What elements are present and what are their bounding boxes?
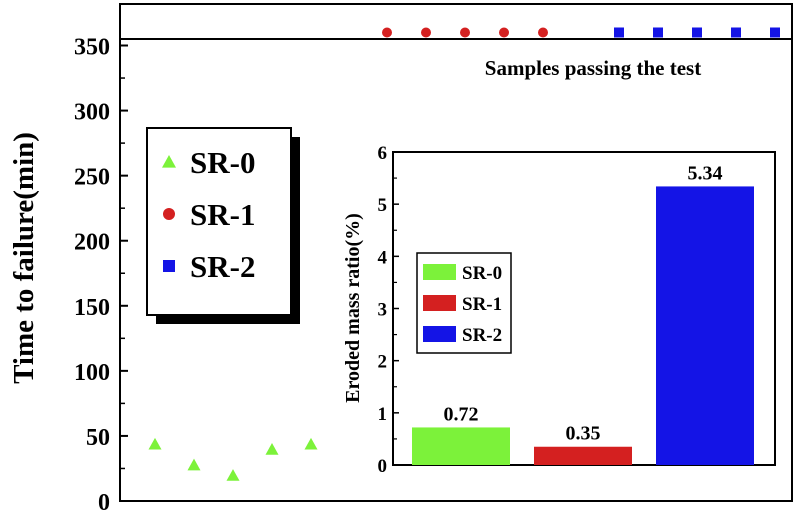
data-point-sr-0 xyxy=(187,458,201,471)
inset-legend-swatch-sr-1 xyxy=(423,295,456,311)
inset-legend-swatch-sr-0 xyxy=(423,264,456,280)
main-data-points xyxy=(148,27,780,481)
inset-legend-label-sr-2: SR-2 xyxy=(462,325,502,346)
inset-y-tick-label: 5 xyxy=(378,195,388,216)
inset-y-tick-label: 4 xyxy=(378,247,388,268)
inset-legend-label-sr-0: SR-0 xyxy=(462,263,502,284)
bar-sr-0 xyxy=(412,427,510,465)
inset-bars: 0.72 0.35 5.34 xyxy=(412,162,754,465)
inset-y-tick-label: 3 xyxy=(378,300,388,321)
legend-label-sr-2: SR-2 xyxy=(190,249,255,284)
data-point-sr-1 xyxy=(538,27,548,38)
legend-marker-sr-0 xyxy=(162,155,176,168)
main-y-tick-label: 350 xyxy=(74,35,110,61)
main-legend: SR-0 SR-1 SR-2 xyxy=(146,127,300,324)
main-y-tick-label: 50 xyxy=(86,425,110,451)
main-y-tick-label: 100 xyxy=(74,360,110,386)
data-point-sr-1 xyxy=(382,27,392,38)
data-point-sr-1 xyxy=(421,27,431,38)
inset-y-tick-label: 2 xyxy=(378,352,388,373)
data-point-sr-1 xyxy=(499,27,509,38)
data-point-sr-2 xyxy=(731,27,741,38)
main-y-axis-label: Time to failure(min) xyxy=(8,132,40,384)
data-point-sr-2 xyxy=(614,27,624,38)
threshold-label: Samples passing the test xyxy=(485,56,701,80)
data-point-sr-2 xyxy=(653,27,663,38)
inset-legend: SR-0 SR-1 SR-2 xyxy=(416,252,512,354)
main-y-tick-label: 250 xyxy=(74,165,110,191)
inset-legend-label-sr-1: SR-1 xyxy=(462,294,502,315)
legend-marker-sr-2 xyxy=(163,260,175,272)
legend-label-sr-1: SR-1 xyxy=(190,197,255,232)
bar-value-label-sr-2: 5.34 xyxy=(688,162,723,184)
inset-y-tick-label: 6 xyxy=(378,143,388,164)
main-y-tick-label: 300 xyxy=(74,100,110,126)
data-point-sr-0 xyxy=(304,437,318,450)
bar-value-label-sr-1: 0.35 xyxy=(566,423,601,445)
main-y-tick-label: 200 xyxy=(74,230,110,256)
data-point-sr-2 xyxy=(692,27,702,38)
main-y-tick-label: 0 xyxy=(98,490,110,511)
legend-marker-sr-1 xyxy=(163,208,175,220)
main-y-tick-label: 150 xyxy=(74,295,110,321)
bar-value-label-sr-0: 0.72 xyxy=(444,403,479,425)
data-point-sr-1 xyxy=(460,27,470,38)
inset-y-axis-label: Eroded mass ratio(%) xyxy=(342,213,364,403)
bar-sr-2 xyxy=(656,186,754,465)
legend-label-sr-0: SR-0 xyxy=(190,145,255,180)
bar-sr-1 xyxy=(534,446,632,465)
inset-y-tick-label: 0 xyxy=(378,456,388,477)
data-point-sr-0 xyxy=(226,469,240,481)
inset-y-tick-label: 1 xyxy=(378,404,388,425)
data-point-sr-0 xyxy=(148,437,162,450)
main-y-axis: 0 50 100 150 200 250 300 350 xyxy=(74,35,128,511)
data-point-sr-2 xyxy=(770,27,780,38)
main-plot-frame xyxy=(119,3,793,502)
inset-y-axis: 0 1 2 3 4 5 6 xyxy=(378,143,399,477)
inset-legend-swatch-sr-2 xyxy=(423,326,456,342)
data-point-sr-0 xyxy=(265,443,279,455)
